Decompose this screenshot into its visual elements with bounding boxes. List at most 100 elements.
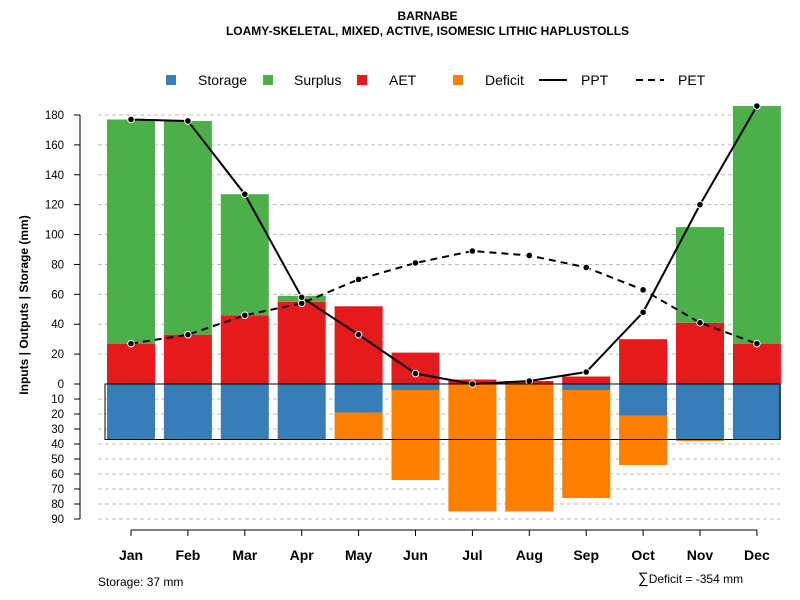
ppt-point [241,190,249,199]
aet-bar [732,343,781,384]
aet-bar [391,352,440,384]
legend-aet-label: AET [389,72,417,88]
legend-aet-swatch [357,75,367,85]
storage-bar [334,384,383,413]
deficit-bar [505,384,554,512]
aet-bar [163,334,212,384]
pet-point [753,339,761,348]
legend-storage-label: Storage [198,72,247,88]
ppt-point [184,117,192,125]
storage-footer: Storage: 37 mm [98,575,184,589]
legend: Storage Surplus AET Deficit PPT PET [166,72,706,88]
legend-deficit-label: Deficit [485,72,524,88]
ppt-point [525,377,534,385]
storage-bar [163,384,212,440]
deficit-bar [448,384,497,512]
legend-ppt-label: PPT [581,72,609,88]
pet-point [354,275,363,284]
deficit-footer-text: Deficit = -354 mm [648,572,744,586]
storage-bar [676,384,724,440]
y-tick-label: 40 [51,439,64,451]
storage-bar [562,384,611,390]
pet-point [241,311,249,320]
bars [107,106,781,512]
x-tick-label: Aug [516,547,543,563]
y-tick-label: 10 [51,394,64,406]
deficit-footer: ∑Deficit = -354 mm [638,570,743,587]
y-tick-label: 20 [51,409,64,421]
deficit-bar [391,390,440,480]
ppt-point [411,369,420,378]
y-tick-label: 20 [51,349,64,361]
x-tick-label: Nov [687,547,714,563]
ppt-point [639,308,647,317]
legend-storage-swatch [166,75,176,85]
x-tick-label: Apr [290,547,315,563]
x-tick-label: Mar [232,547,257,563]
storage-bar [732,384,781,440]
y-tick-label: 160 [45,140,64,152]
chart-title: BARNABE [397,9,458,23]
series-lines [127,102,761,388]
x-tick-label: Jan [119,547,143,563]
surplus-bar [676,227,724,323]
pet-point [582,263,591,272]
storage-bar [619,384,668,416]
y-tick-label: 70 [51,484,64,496]
y-tick-label: 90 [51,514,64,526]
pet-point [184,330,192,339]
axes: 0 20 40 60 80 100 120 140 160 180 10 20 30 40 50 60 70 80… [45,110,781,563]
x-tick-label: Feb [175,547,200,563]
y-tick-label: 120 [45,200,64,212]
y-tick-label: 100 [45,230,64,242]
ppt-point [696,200,704,209]
deficit-bar [562,390,611,498]
y-tick-label: 80 [51,499,64,511]
y-tick-label: 60 [51,469,64,481]
x-tick-label: May [345,547,372,563]
deficit-bar [334,412,383,440]
ppt-point [297,293,306,302]
legend-surplus-label: Surplus [294,72,341,88]
y-tick-label: 140 [45,170,64,182]
aet-bar [562,376,611,384]
chart-subtitle: LOAMY-SKELETAL, MIXED, ACTIVE, ISOMESIC … [225,24,630,38]
pet-point [127,339,135,348]
deficit-bar [619,415,668,465]
pet-point [411,259,420,267]
surplus-bar [732,106,781,344]
storage-bar [277,384,326,440]
y-tick-label: 80 [51,259,64,271]
pet-point [639,286,647,294]
legend-surplus-swatch [263,75,273,85]
aet-bar [277,301,326,384]
y-tick-label: 180 [45,110,64,122]
sum-icon: ∑ [638,570,649,587]
pet-point [468,247,477,255]
ppt-point [753,102,761,110]
storage-bar [107,384,155,440]
ppt-point [127,115,135,124]
storage-bar [391,384,440,390]
ppt-point [354,330,363,339]
y-axis-label: Inputs | Outputs | Storage (mm) [17,215,31,394]
deficit-bar [676,439,724,441]
aet-bar [107,343,155,384]
y-tick-label: 50 [51,454,64,466]
x-tick-label: Sep [573,547,599,563]
aet-bar [619,339,668,384]
x-tick-label: Dec [744,547,770,563]
surplus-bar [163,120,212,335]
surplus-bar [220,194,269,316]
y-tick-label: 60 [51,289,64,301]
y-tick-label: 0 [58,379,64,391]
legend-pet-label: PET [678,72,706,88]
surplus-bar [107,119,155,344]
x-tick-label: Jul [462,547,482,563]
y-tick-label: 30 [51,424,64,436]
ppt-point [582,368,591,376]
y-tick-label: 40 [51,319,64,331]
x-tick-label: Oct [631,547,655,563]
legend-deficit-swatch [453,75,463,85]
